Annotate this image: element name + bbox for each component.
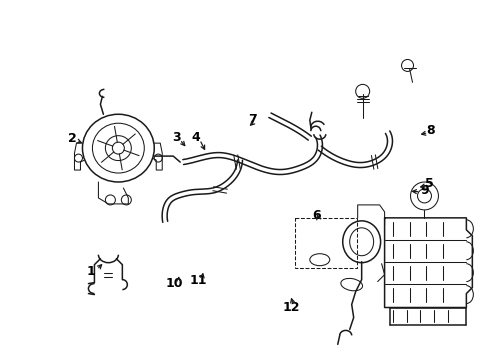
Text: 1: 1 <box>86 265 95 278</box>
Text: 10: 10 <box>165 278 183 291</box>
Text: 8: 8 <box>426 124 434 137</box>
Text: 4: 4 <box>191 131 200 144</box>
Text: 9: 9 <box>420 184 428 197</box>
Text: 12: 12 <box>282 301 299 314</box>
Bar <box>294 218 356 268</box>
Text: 6: 6 <box>312 209 320 222</box>
Text: 7: 7 <box>248 113 257 126</box>
Text: 2: 2 <box>68 132 77 145</box>
Text: 3: 3 <box>172 131 180 144</box>
Text: 11: 11 <box>189 274 207 287</box>
Text: 5: 5 <box>425 177 433 190</box>
